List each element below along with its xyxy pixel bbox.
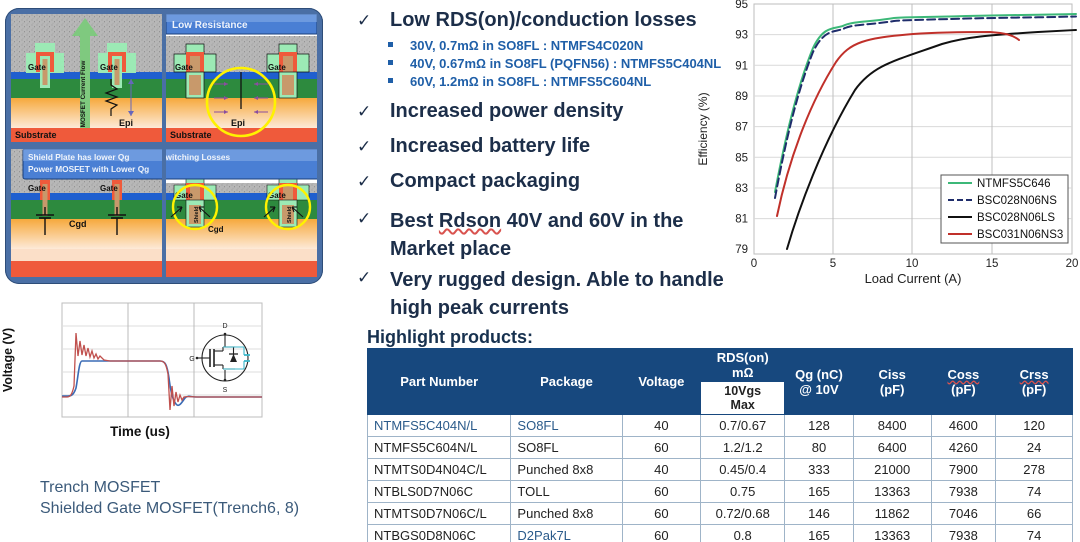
svg-text:Substrate: Substrate	[15, 130, 57, 140]
svg-text:Epi: Epi	[119, 118, 133, 128]
svg-text:Efficiency (%): Efficiency (%)	[696, 92, 710, 165]
svg-text:BSC028N06LS: BSC028N06LS	[977, 212, 1055, 224]
svg-text:89: 89	[735, 91, 748, 103]
svg-text:S: S	[223, 387, 228, 394]
svg-text:NTMFS5C646: NTMFS5C646	[977, 178, 1051, 190]
svg-text:Shield: Shield	[287, 206, 293, 223]
svg-text:Shield: Shield	[194, 206, 200, 223]
svg-text:Gate: Gate	[268, 63, 286, 72]
svg-text:83: 83	[735, 183, 748, 195]
svg-text:0: 0	[751, 258, 757, 270]
svg-text:81: 81	[735, 214, 748, 226]
svg-text:D: D	[222, 323, 227, 330]
svg-text:79: 79	[735, 244, 748, 256]
svg-text:20: 20	[1066, 258, 1079, 270]
svg-text:G: G	[189, 356, 194, 363]
svg-text:Gate: Gate	[100, 184, 118, 193]
svg-text:Voltage (V): Voltage (V)	[1, 328, 15, 392]
svg-text:93: 93	[735, 30, 748, 42]
svg-text:Low Resistance: Low Resistance	[172, 20, 248, 31]
svg-text:Substrate: Substrate	[170, 130, 212, 140]
svg-text:Time (us): Time (us)	[110, 424, 170, 439]
svg-text:Gate: Gate	[28, 184, 46, 193]
svg-text:87: 87	[735, 122, 748, 134]
svg-text:15: 15	[986, 258, 999, 270]
svg-text:MOSFET Current Flow: MOSFET Current Flow	[80, 60, 87, 127]
svg-text:Load Current (A): Load Current (A)	[865, 271, 962, 286]
svg-text:BSC028N06NS: BSC028N06NS	[977, 195, 1057, 207]
svg-text:BSC031N06NS3: BSC031N06NS3	[977, 229, 1063, 241]
svg-text:Epi: Epi	[231, 118, 245, 128]
svg-text:Power MOSFET with Lower Qg: Power MOSFET with Lower Qg	[28, 164, 149, 174]
svg-text:91: 91	[735, 60, 748, 72]
svg-text:10: 10	[906, 258, 919, 270]
svg-text:Shield Plate has lower Qg: Shield Plate has lower Qg	[28, 152, 129, 162]
svg-text:Gate: Gate	[100, 63, 118, 72]
svg-text:g -> Lower Switching Losses: g -> Lower Switching Losses	[166, 152, 230, 162]
svg-text:Cgd: Cgd	[208, 225, 224, 234]
svg-text:Gate: Gate	[28, 63, 46, 72]
svg-text:85: 85	[735, 152, 748, 164]
svg-text:Cgd: Cgd	[69, 219, 87, 229]
svg-text:5: 5	[830, 258, 836, 270]
svg-text:Gate: Gate	[175, 63, 193, 72]
svg-text:95: 95	[735, 0, 748, 11]
